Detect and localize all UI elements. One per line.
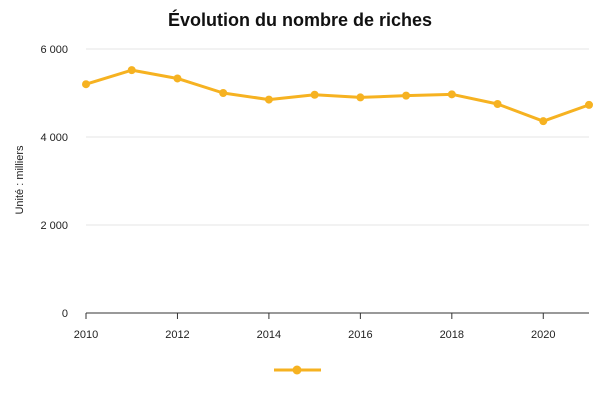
- data-point[interactable]: [173, 74, 182, 83]
- x-tick-label: 2016: [348, 329, 372, 341]
- axes: [85, 312, 589, 319]
- gridlines: [86, 48, 589, 226]
- data-point[interactable]: [447, 90, 456, 99]
- y-axis-ticks: 0 2 000 4 000 6 000: [40, 44, 68, 320]
- data-point[interactable]: [310, 90, 319, 99]
- series-line: [84, 68, 591, 123]
- x-tick-label: 2012: [165, 329, 189, 341]
- data-point[interactable]: [219, 89, 228, 97]
- x-tick-label: 2014: [257, 329, 281, 341]
- series-layer: [82, 66, 593, 126]
- data-point[interactable]: [493, 100, 502, 108]
- legend-marker[interactable]: [292, 365, 302, 375]
- x-tick-label: 2020: [531, 329, 555, 341]
- x-tick-label: 2018: [440, 329, 464, 341]
- chart-title: Évolution du nombre de riches: [168, 9, 432, 30]
- x-tick-label: 2010: [74, 329, 98, 341]
- y-tick-label: 4 000: [40, 132, 68, 144]
- y-tick-label: 0: [62, 308, 68, 320]
- data-point[interactable]: [585, 100, 593, 109]
- data-point[interactable]: [402, 91, 411, 100]
- data-point[interactable]: [539, 117, 548, 126]
- data-point[interactable]: [264, 95, 273, 104]
- data-point[interactable]: [356, 93, 365, 102]
- x-axis-ticks: 2010 2012 2014 2016 2018 2020: [74, 329, 556, 341]
- y-tick-label: 6 000: [40, 44, 68, 56]
- y-tick-label: 2 000: [40, 220, 68, 232]
- y-axis-label: Unité : milliers: [14, 145, 26, 215]
- legend[interactable]: [274, 365, 321, 375]
- data-point[interactable]: [127, 66, 136, 75]
- data-point[interactable]: [82, 80, 90, 89]
